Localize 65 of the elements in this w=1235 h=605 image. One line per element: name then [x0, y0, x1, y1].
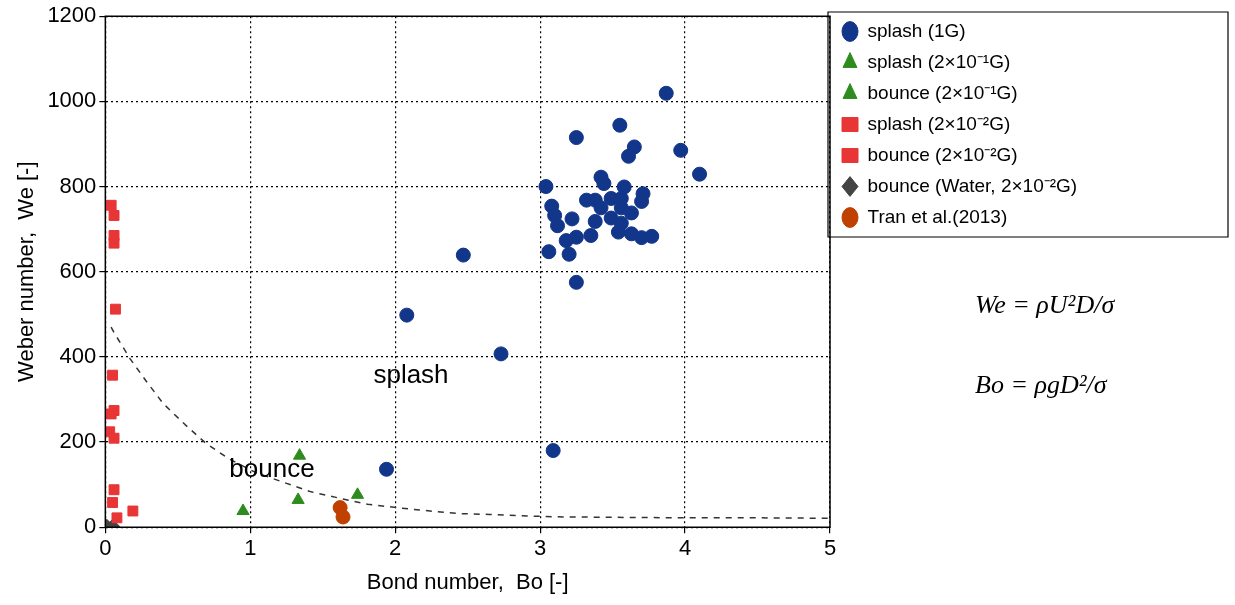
point [644, 228, 660, 244]
y-tick-label: 1200 [47, 2, 97, 28]
y-tick-label: 1000 [47, 87, 97, 113]
point [455, 247, 471, 263]
x-axis-title: Bond number, Bo [-] [366, 568, 569, 594]
point [105, 408, 117, 420]
y-tick-label: 800 [59, 172, 97, 198]
point [379, 461, 395, 477]
x-tick-label: 5 [823, 535, 837, 561]
annotation: bounce [229, 452, 315, 484]
point [568, 274, 584, 290]
point [108, 210, 120, 221]
text: Bo = ρgD²/σ [975, 370, 1109, 400]
point [673, 142, 689, 158]
point [127, 505, 139, 517]
point [692, 166, 708, 182]
legend-label: bounce (Water, 2×10⁻²G) [867, 174, 1078, 196]
point [350, 487, 365, 499]
point [108, 237, 120, 249]
point [291, 492, 305, 504]
point [612, 117, 628, 133]
point [107, 369, 119, 381]
point [621, 148, 637, 164]
point [111, 512, 123, 524]
point [568, 130, 584, 146]
point [583, 228, 599, 243]
legend-label: bounce (2×10⁻¹G) [867, 81, 1018, 103]
x-tick-label: 4 [678, 535, 692, 561]
y-tick-label: 400 [59, 342, 97, 368]
point [107, 497, 119, 508]
y-tick-label: 600 [59, 257, 97, 283]
point [545, 443, 561, 459]
point [399, 307, 415, 323]
point [550, 218, 566, 234]
y-tick-label: 0 [84, 513, 97, 539]
y-axis-title: Weber number, We [-] [13, 161, 39, 382]
point [335, 509, 351, 525]
point [236, 503, 250, 516]
legend-label: splash (2×10⁻¹G) [867, 50, 1011, 72]
point [108, 432, 120, 444]
point [610, 224, 626, 240]
point [658, 85, 674, 101]
y-tick-label: 200 [59, 428, 97, 454]
point [564, 211, 580, 227]
point [596, 176, 612, 192]
text: We = ρU²D/σ [975, 290, 1116, 320]
legend-label: Tran et al.(2013) [867, 205, 1008, 227]
legend-label: bounce (2×10⁻²G) [867, 143, 1018, 165]
line-series [110, 326, 830, 520]
point [105, 199, 117, 211]
point [110, 303, 121, 315]
point [108, 484, 120, 496]
point [538, 179, 554, 195]
x-tick-label: 1 [244, 535, 257, 561]
point [541, 244, 557, 260]
point [493, 346, 509, 362]
annotation: splash [373, 358, 449, 390]
point [593, 200, 609, 216]
x-tick-label: 2 [389, 535, 402, 561]
point [587, 213, 603, 229]
point [561, 246, 577, 262]
legend-label: splash (2×10⁻²G) [867, 112, 1011, 134]
point [558, 233, 574, 249]
legend-label: splash (1G) [867, 19, 966, 41]
x-tick-label: 3 [534, 535, 547, 561]
